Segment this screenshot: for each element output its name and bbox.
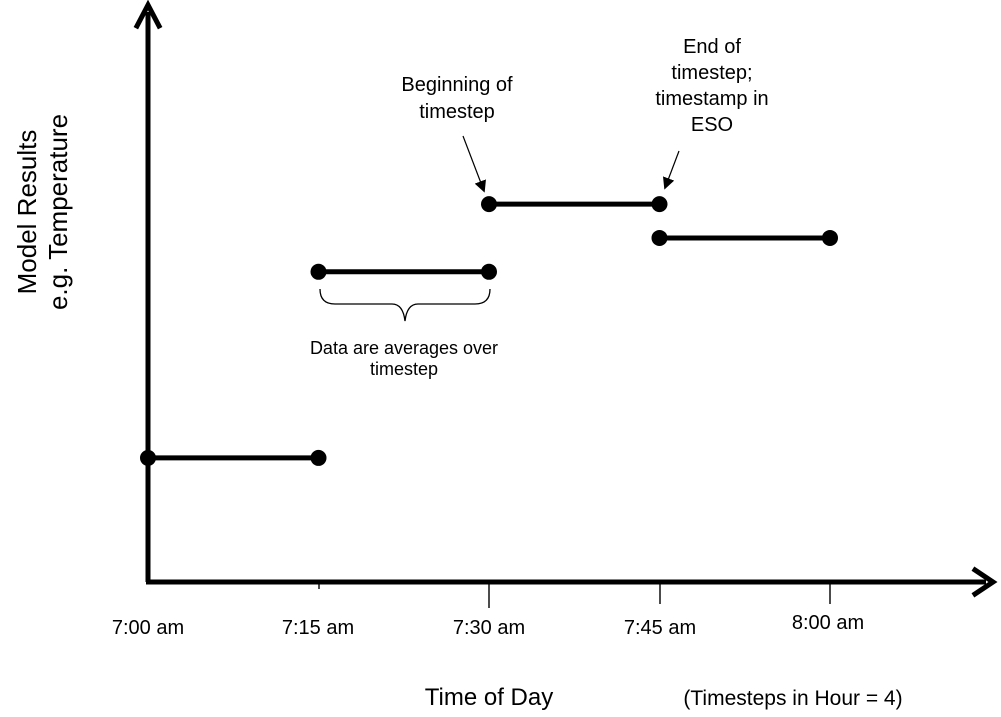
x-axis-note: (Timesteps in Hour = 4) <box>683 687 903 710</box>
segment-endpoint-dot <box>651 229 668 246</box>
segment-endpoint-dot <box>651 196 668 213</box>
segment-endpoint-dot <box>140 449 156 466</box>
end-leader-arrow-icon <box>662 150 680 190</box>
annotation-beginning-of-timestep: Beginning of timestep <box>401 74 513 123</box>
annotation-end-of-timestep: End of timestep; timestamp in ESO <box>655 36 769 136</box>
x-axis-arrowhead-icon <box>971 566 998 598</box>
segment-endpoint-dot <box>310 449 327 466</box>
annotation-data-are-averages: Data are averages over timestep <box>309 338 499 379</box>
segment-endpoint-dot <box>481 263 497 280</box>
x-tick-label-7-15: 7:15 am <box>281 617 355 639</box>
x-axis-title: Time of Day <box>424 684 554 711</box>
segment-endpoint-dot <box>822 229 838 246</box>
segment-endpoint-dot <box>481 196 497 213</box>
x-tick-label-7-45: 7:45 am <box>623 617 697 639</box>
x-tick-label-7-00: 7:00 am <box>111 617 185 639</box>
beginning-leader-arrow-icon <box>462 135 486 193</box>
x-tick-label-7-30: 7:30 am <box>452 617 526 639</box>
y-axis-title: Model Results e.g. Temperature <box>12 113 73 311</box>
averages-brace-icon <box>319 288 491 322</box>
y-axis-arrowhead-icon <box>133 0 163 30</box>
x-tick-label-8-00: 8:00 am <box>791 612 865 634</box>
segments-layer <box>140 196 838 466</box>
segment-endpoint-dot <box>310 263 327 280</box>
